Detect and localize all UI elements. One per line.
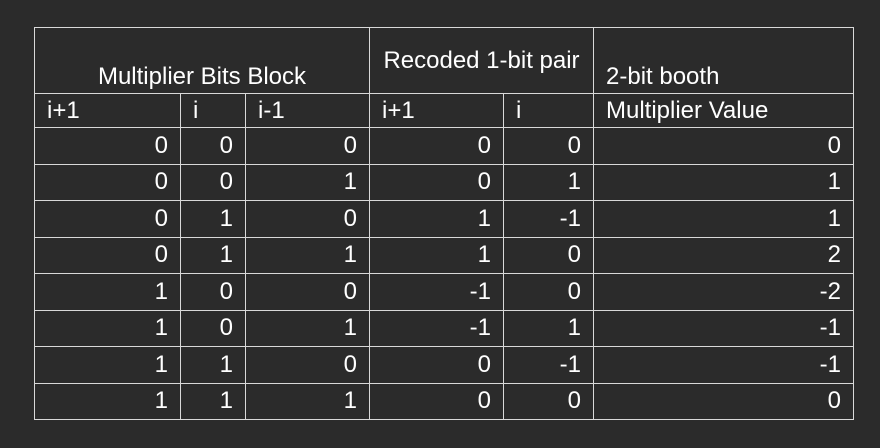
table-cell: 1 — [245, 163, 370, 201]
table-cell: 0 — [503, 382, 594, 420]
column-header: Multiplier Value — [593, 93, 854, 128]
booth-recoding-table: Multiplier Bits Block Recoded 1-bit pair… — [34, 27, 854, 420]
table-row: 1 1 0 0 -1 -1 — [34, 346, 854, 384]
table-cell: 0 — [503, 127, 594, 165]
table-cell: 0 — [180, 127, 246, 165]
table-cell: 0 — [34, 163, 181, 201]
table-cell: 0 — [369, 127, 504, 165]
table-cell: 1 — [180, 200, 246, 238]
table-cell: 1 — [34, 346, 181, 384]
table-cell: 0 — [593, 382, 854, 420]
table-cell: -2 — [593, 273, 854, 311]
table-row: 0 1 0 1 -1 1 — [34, 200, 854, 238]
table-cell: 1 — [593, 200, 854, 238]
table-cell: 1 — [34, 382, 181, 420]
table-cell: 1 — [180, 382, 246, 420]
table-cell: 1 — [34, 273, 181, 311]
column-header: i-1 — [245, 93, 370, 128]
table-cell: 0 — [245, 200, 370, 238]
table-cell: 1 — [180, 236, 246, 274]
table-cell: 0 — [34, 236, 181, 274]
table-row: 0 1 1 1 0 2 — [34, 236, 854, 274]
table-cell: 1 — [593, 163, 854, 201]
table-cell: 0 — [245, 273, 370, 311]
table-row: 0 0 1 0 1 1 — [34, 163, 854, 201]
column-header: i+1 — [369, 93, 504, 128]
table-cell: 0 — [369, 163, 504, 201]
column-header: i+1 — [34, 93, 181, 128]
table-cell: 0 — [503, 236, 594, 274]
table-cell: -1 — [503, 346, 594, 384]
table-cell: 0 — [369, 346, 504, 384]
table-cell: 1 — [503, 163, 594, 201]
table-cell: 0 — [34, 200, 181, 238]
group-header-booth: 2-bit booth — [593, 27, 854, 94]
table-cell: -1 — [593, 346, 854, 384]
column-header: i — [503, 93, 594, 128]
table-cell: 0 — [34, 127, 181, 165]
table-cell: -1 — [369, 273, 504, 311]
table-cell: 1 — [245, 382, 370, 420]
table-cell: 0 — [369, 382, 504, 420]
table-row: 1 0 1 -1 1 -1 — [34, 309, 854, 347]
table-cell: 1 — [369, 200, 504, 238]
table-cell: -1 — [593, 309, 854, 347]
table-cell: 1 — [369, 236, 504, 274]
table-cell: 0 — [180, 309, 246, 347]
table-cell: 2 — [593, 236, 854, 274]
table-cell: 0 — [245, 127, 370, 165]
table-row: 0 0 0 0 0 0 — [34, 127, 854, 165]
table-cell: 0 — [180, 273, 246, 311]
table-row: 1 0 0 -1 0 -2 — [34, 273, 854, 311]
group-header-recoded-pair: Recoded 1-bit pair — [369, 27, 594, 94]
table-cell: 1 — [180, 346, 246, 384]
table-cell: 1 — [245, 309, 370, 347]
table-cell: 0 — [503, 273, 594, 311]
table-cell: 1 — [503, 309, 594, 347]
table-cell: 1 — [245, 236, 370, 274]
column-header: i — [180, 93, 246, 128]
table-cell: 0 — [245, 346, 370, 384]
group-header-multiplier-bits-block: Multiplier Bits Block — [34, 27, 370, 94]
table-cell: 1 — [34, 309, 181, 347]
table-cell: -1 — [369, 309, 504, 347]
table-cell: 0 — [180, 163, 246, 201]
table-row: 1 1 1 0 0 0 — [34, 382, 854, 420]
table-cell: 0 — [593, 127, 854, 165]
table-cell: -1 — [503, 200, 594, 238]
